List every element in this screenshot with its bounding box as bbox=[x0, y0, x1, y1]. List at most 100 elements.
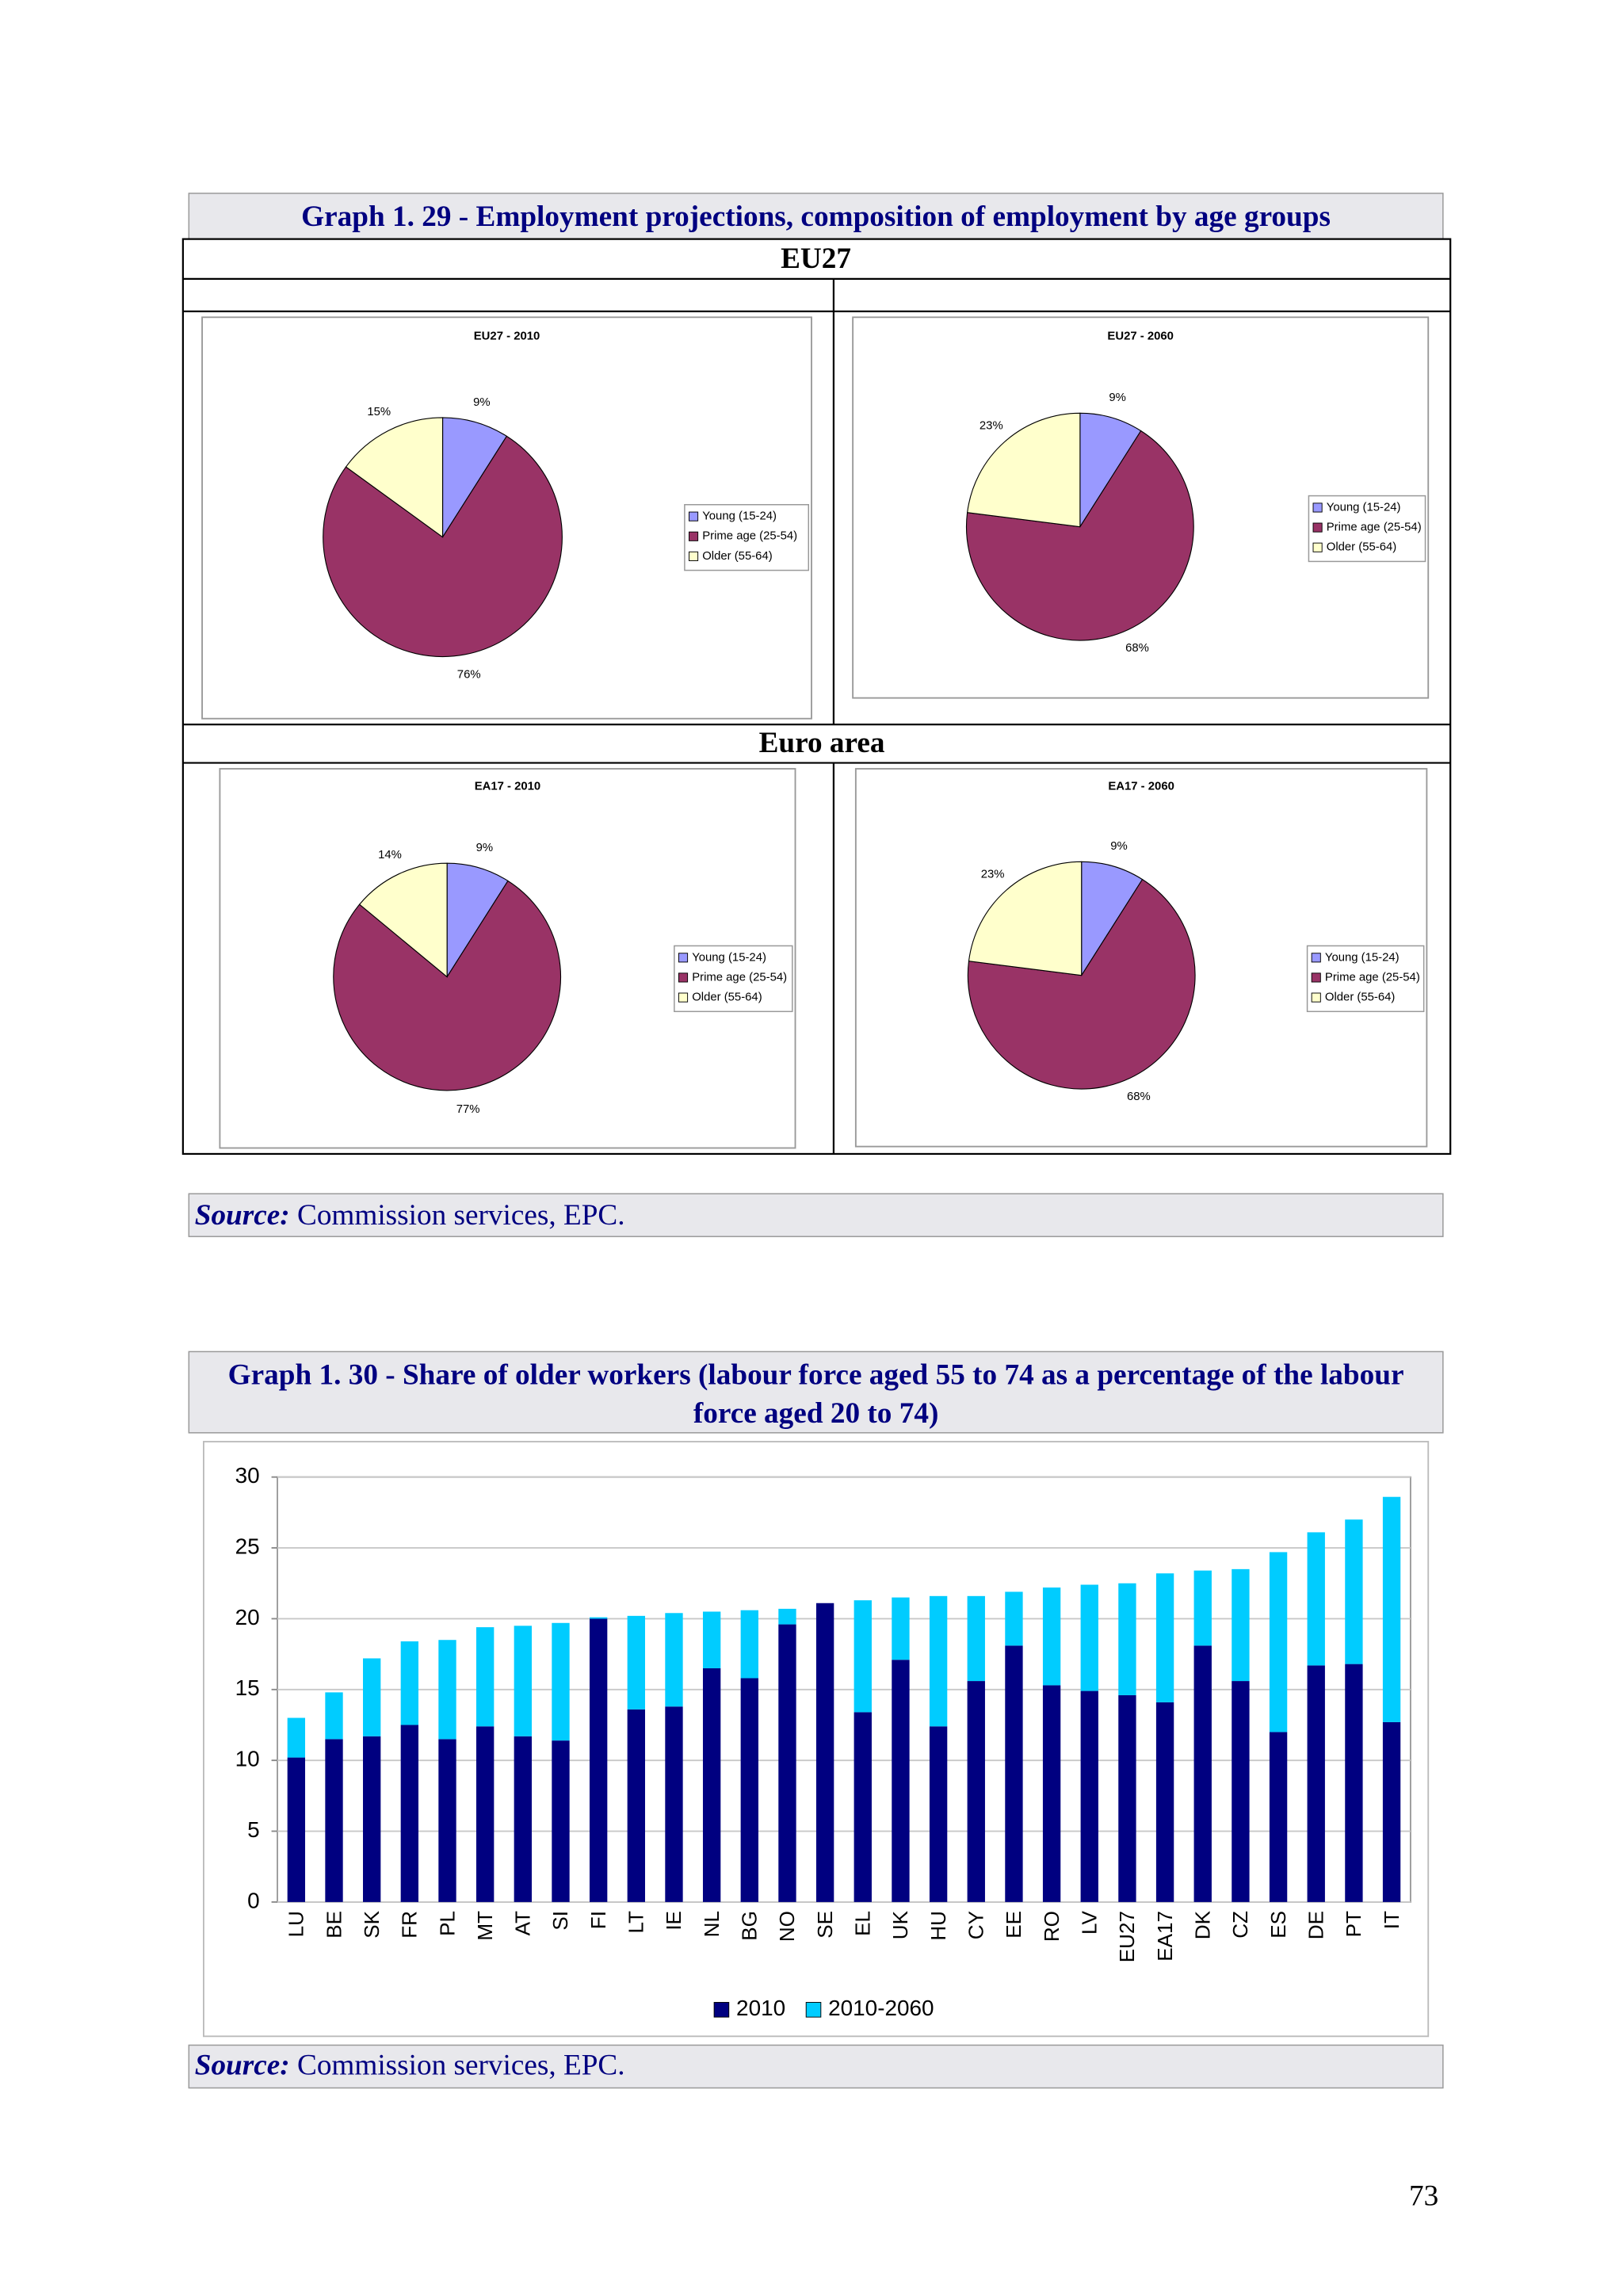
x-tick-label: PL bbox=[435, 1911, 459, 1936]
bar-segment bbox=[475, 1726, 495, 1902]
source-band bbox=[188, 2044, 1444, 2089]
x-tick-label: LU bbox=[285, 1911, 308, 1937]
data-label: 9% bbox=[1110, 840, 1128, 853]
pie-slice bbox=[1079, 412, 1142, 529]
legend-box bbox=[1306, 945, 1425, 1013]
legend-label: Young (15-24) bbox=[1325, 951, 1400, 964]
x-tick-label: AT bbox=[511, 1911, 535, 1935]
bar-segment bbox=[967, 1681, 985, 1902]
bar-segment bbox=[665, 1613, 683, 1707]
bar-segment bbox=[1345, 1664, 1363, 1902]
graph-title: Graph 1. 29 - Employment projections, co… bbox=[301, 201, 1331, 234]
bar-segment bbox=[854, 1712, 872, 1902]
bar-segment bbox=[514, 1736, 532, 1902]
bar-segment bbox=[552, 1622, 570, 1741]
bar-segment bbox=[400, 1725, 419, 1902]
bar-segment bbox=[325, 1739, 343, 1902]
bar-segment bbox=[702, 1611, 721, 1668]
pie-slice bbox=[323, 435, 563, 658]
x-tick-label: ES bbox=[1266, 1911, 1290, 1939]
bar-segment bbox=[552, 1740, 570, 1902]
bar-segment bbox=[929, 1726, 948, 1902]
source-text: Commission services, EPC. bbox=[297, 2049, 625, 2081]
bar-segment bbox=[1382, 1496, 1401, 1722]
bar-segment bbox=[589, 1617, 608, 1619]
data-label: 9% bbox=[1109, 392, 1126, 404]
x-tick-label: EL bbox=[851, 1911, 875, 1936]
y-tick-label: 0 bbox=[247, 1888, 260, 1912]
data-label: 68% bbox=[1127, 1091, 1151, 1103]
legend-label: Prime age (25-54) bbox=[702, 530, 797, 543]
bar-segment bbox=[740, 1610, 758, 1679]
bar-segment bbox=[1155, 1573, 1174, 1702]
data-label: 76% bbox=[457, 668, 481, 681]
x-tick-label: IT bbox=[1380, 1911, 1403, 1929]
x-tick-label: SK bbox=[360, 1910, 384, 1938]
legend-box bbox=[684, 504, 810, 571]
source-line: Source: Commission services, EPC. bbox=[195, 2049, 625, 2081]
bar-segment bbox=[363, 1658, 381, 1736]
data-label: 77% bbox=[456, 1103, 480, 1116]
bar-segment bbox=[892, 1597, 910, 1660]
data-label: 9% bbox=[476, 842, 494, 854]
bar-segment bbox=[778, 1608, 796, 1625]
bar-segment bbox=[967, 1595, 985, 1682]
legend-swatch bbox=[678, 992, 689, 1003]
y-tick-label: 25 bbox=[235, 1534, 260, 1558]
bar-segment bbox=[740, 1678, 758, 1902]
y-tick-label: 20 bbox=[235, 1605, 260, 1629]
data-label: 68% bbox=[1125, 642, 1149, 655]
y-tick-label: 10 bbox=[235, 1747, 260, 1771]
bar-segment bbox=[929, 1595, 948, 1727]
legend-swatch bbox=[1312, 522, 1323, 533]
title-band bbox=[188, 1350, 1444, 1434]
bar-segment bbox=[1005, 1591, 1023, 1646]
x-tick-label: PT bbox=[1342, 1911, 1365, 1937]
bar-segment bbox=[1118, 1694, 1136, 1902]
x-tick-label: FI bbox=[586, 1911, 610, 1929]
x-tick-label: DE bbox=[1304, 1911, 1327, 1939]
bar-segment bbox=[1193, 1570, 1212, 1646]
pie-slice bbox=[965, 430, 1194, 641]
bar-segment bbox=[1080, 1584, 1098, 1691]
chart-title: EA17 - 2010 bbox=[475, 780, 541, 793]
bar-segment bbox=[325, 1692, 343, 1740]
bar-segment bbox=[363, 1736, 381, 1902]
x-tick-label: SI bbox=[548, 1911, 572, 1931]
x-tick-label: LV bbox=[1078, 1910, 1102, 1935]
source-label: Source: bbox=[195, 2049, 290, 2081]
bar-segment bbox=[287, 1717, 306, 1758]
legend-swatch bbox=[1312, 542, 1323, 552]
x-tick-label: BG bbox=[738, 1911, 762, 1941]
bar-segment bbox=[1193, 1645, 1212, 1902]
legend-label: Young (15-24) bbox=[1327, 501, 1401, 514]
legend-swatch bbox=[1312, 502, 1323, 513]
x-tick-label: UK bbox=[888, 1910, 912, 1939]
pie-slice bbox=[1081, 861, 1144, 977]
table-border bbox=[181, 238, 1452, 1156]
x-tick-label: EA17 bbox=[1153, 1911, 1177, 1962]
legend-swatch bbox=[689, 531, 699, 541]
x-tick-label: NO bbox=[775, 1911, 799, 1942]
x-tick-label: HU bbox=[926, 1911, 950, 1941]
x-tick-label: IE bbox=[662, 1911, 685, 1931]
legend-label: Older (55-64) bbox=[1327, 541, 1397, 554]
bar-segment bbox=[1232, 1681, 1250, 1902]
x-tick-label: EU27 bbox=[1115, 1911, 1139, 1962]
bar-segment bbox=[287, 1757, 306, 1902]
pie-slice bbox=[966, 412, 1081, 528]
bar-segment bbox=[1307, 1532, 1325, 1666]
bar-segment bbox=[854, 1600, 872, 1713]
pie-slice bbox=[333, 880, 561, 1091]
bar-segment bbox=[475, 1627, 495, 1727]
legend-swatch bbox=[1311, 972, 1321, 983]
source-line: Source: Commission services, EPC. bbox=[195, 1199, 625, 1232]
bar-segment bbox=[438, 1640, 456, 1740]
x-tick-label: RO bbox=[1040, 1911, 1064, 1942]
title-band bbox=[188, 193, 1444, 240]
legend-swatch bbox=[1311, 992, 1321, 1003]
data-label: 23% bbox=[980, 420, 1003, 433]
legend-label: Older (55-64) bbox=[1325, 991, 1396, 1004]
legend-label: Prime age (25-54) bbox=[692, 971, 787, 984]
x-tick-label: BE bbox=[322, 1911, 346, 1939]
